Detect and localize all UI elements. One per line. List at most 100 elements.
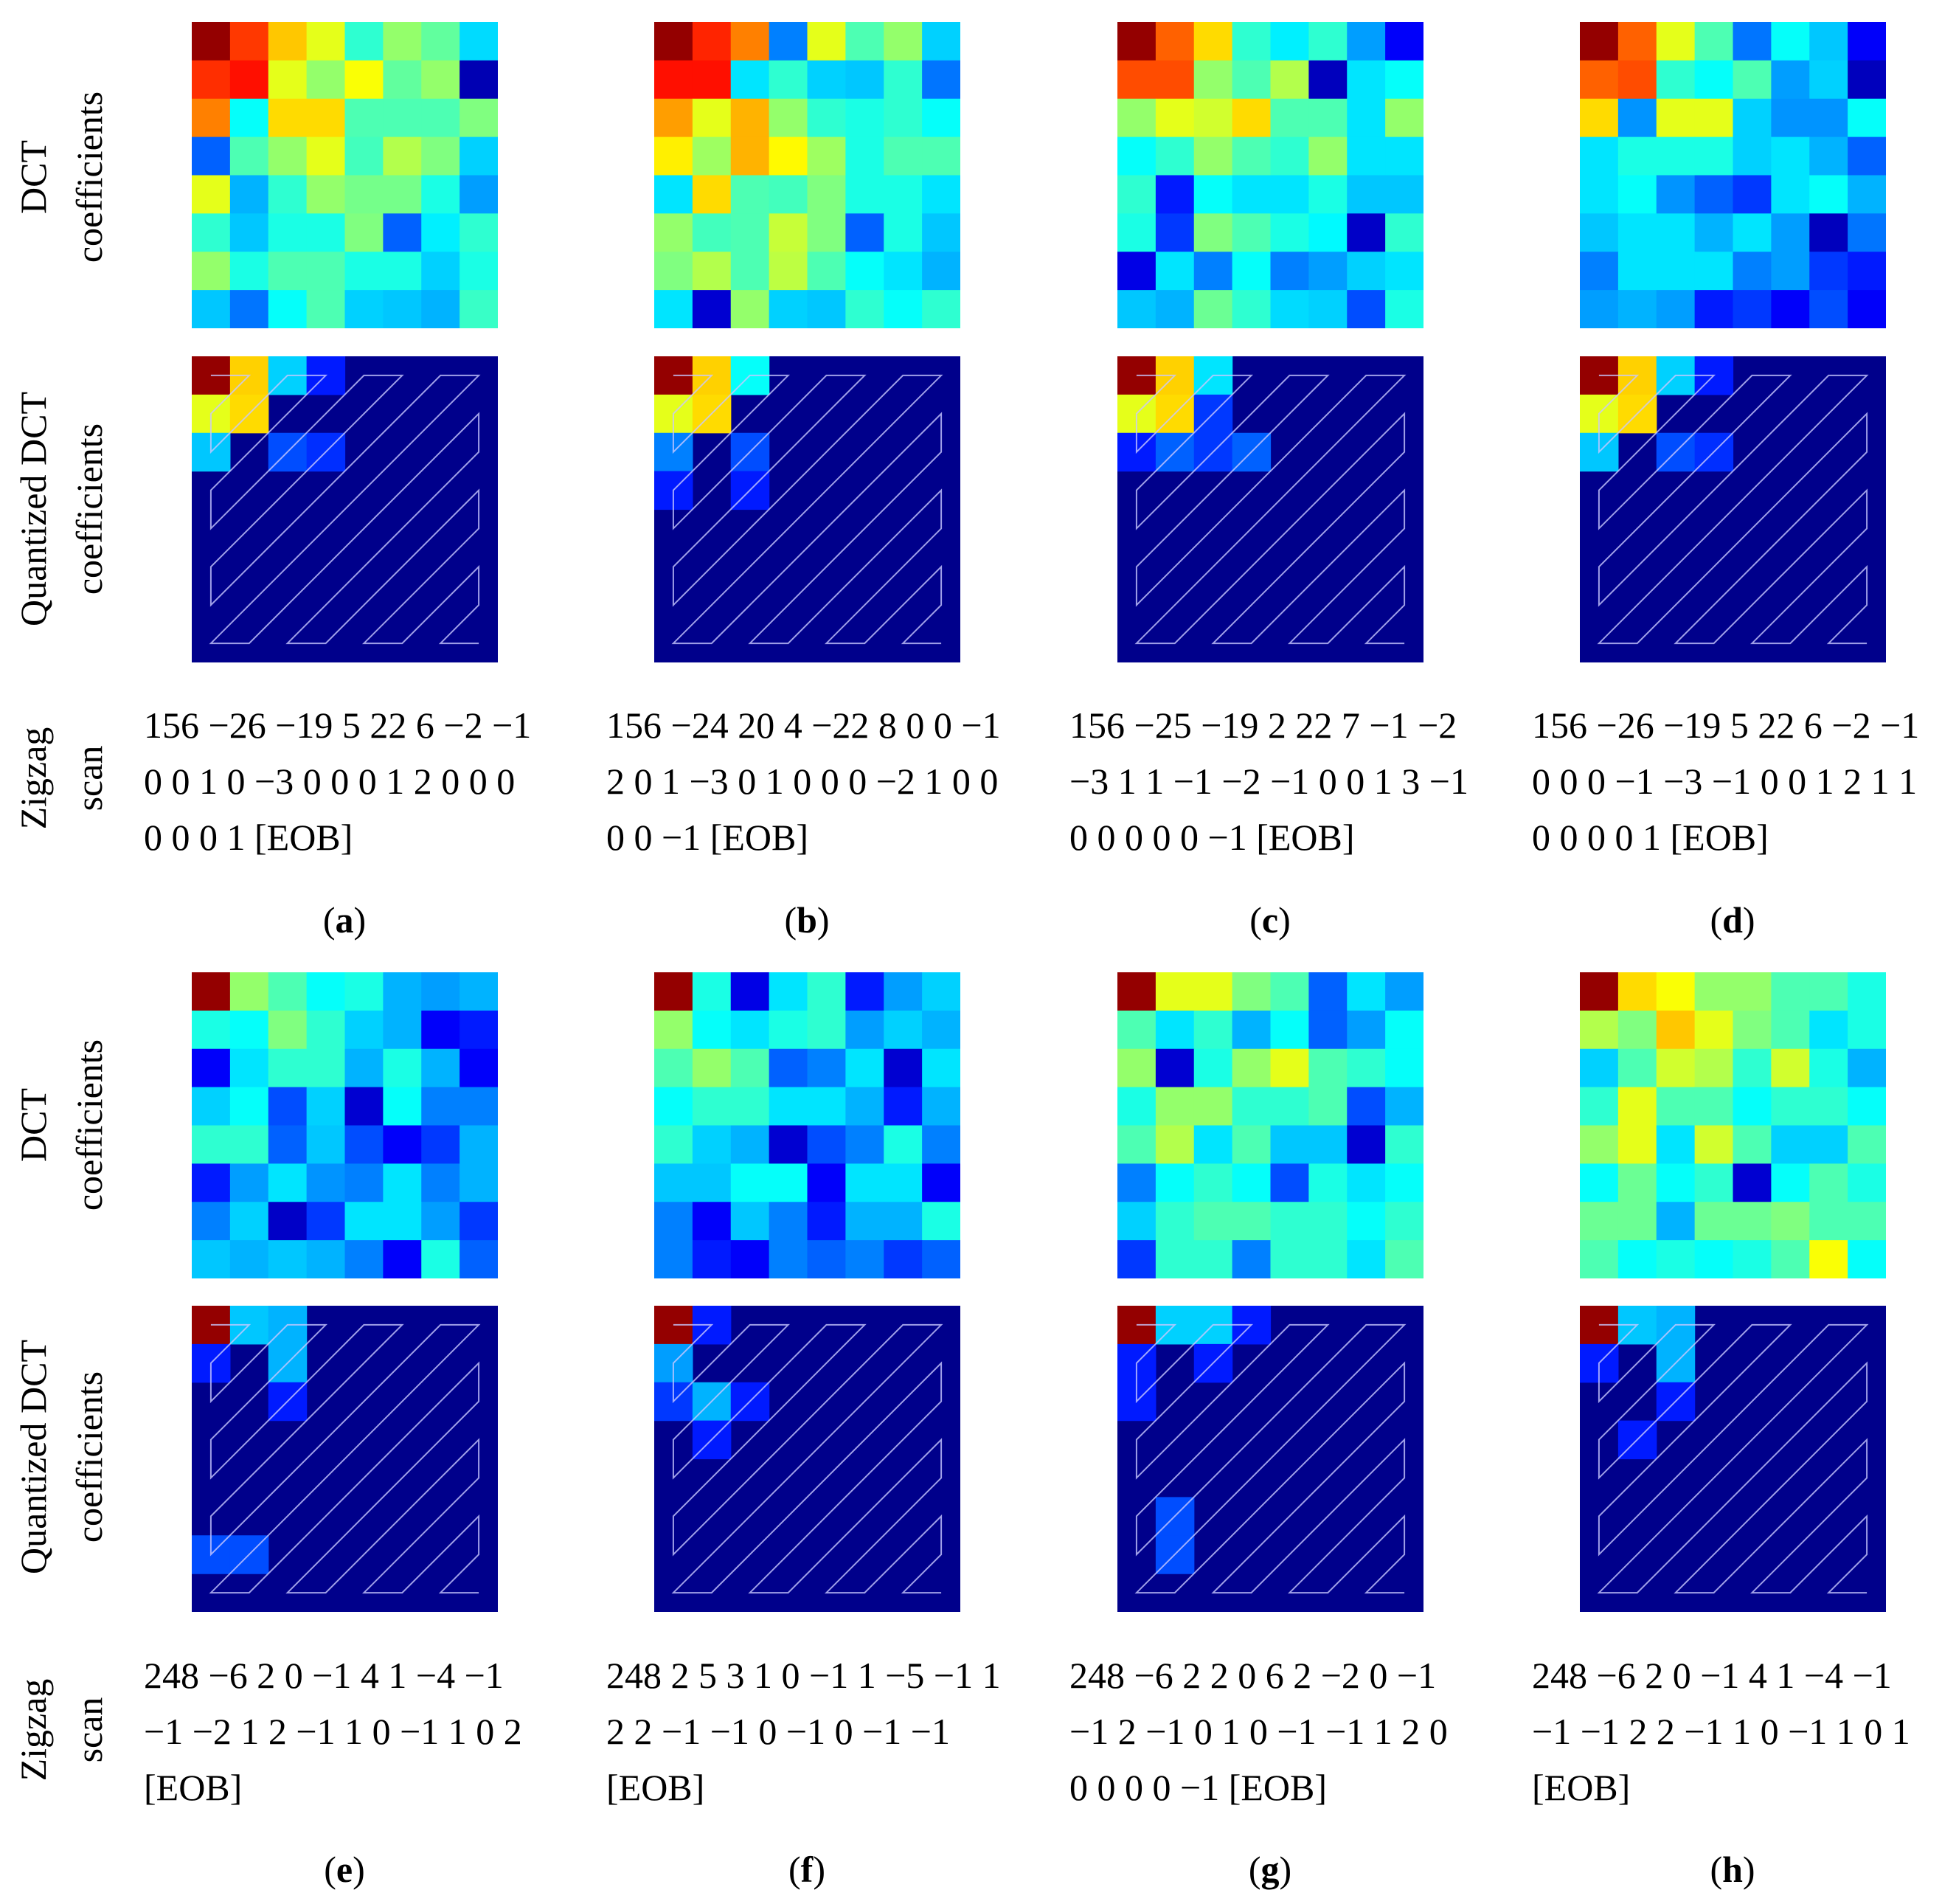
dct-cell xyxy=(730,1010,770,1050)
dct-cell xyxy=(1617,1202,1657,1241)
dct-cell xyxy=(922,252,960,291)
dct-cell xyxy=(1270,175,1309,214)
dct-cell xyxy=(421,22,460,61)
quantized-heatmap-f xyxy=(654,1306,960,1612)
dct-cell xyxy=(1155,252,1195,291)
dct-cell xyxy=(460,175,498,214)
dct-cell xyxy=(807,1048,846,1088)
dct-cell xyxy=(654,290,693,328)
dct-cell xyxy=(1347,252,1386,291)
dct-cell xyxy=(1771,972,1810,1011)
dct-cell xyxy=(1270,1125,1309,1164)
dct-cell xyxy=(1308,252,1348,291)
dct-cell xyxy=(654,175,693,214)
zigzag-line: 248 −6 2 0 −1 4 1 −4 −1 xyxy=(144,1655,504,1696)
zigzag-path xyxy=(209,1323,481,1594)
dct-cell xyxy=(1809,60,1848,100)
dct-cell xyxy=(1270,1010,1309,1050)
dct-cell xyxy=(807,136,846,176)
dct-cell xyxy=(344,213,384,252)
quantized-heatmap-c xyxy=(1117,356,1423,662)
dct-cell xyxy=(1694,213,1734,252)
dct-cell xyxy=(460,1125,498,1164)
dct-cell xyxy=(1270,290,1309,328)
zigzag-path xyxy=(671,1323,943,1594)
dct-cell xyxy=(1117,1048,1156,1088)
dct-cell xyxy=(807,60,846,100)
dct-cell xyxy=(1809,1010,1848,1050)
dct-cell xyxy=(922,290,960,328)
dct-cell xyxy=(1193,22,1233,61)
dct-cell xyxy=(268,252,308,291)
dct-cell xyxy=(884,175,923,214)
dct-cell xyxy=(1308,175,1348,214)
dct-cell xyxy=(192,1163,231,1202)
dct-cell xyxy=(730,290,770,328)
dct-cell xyxy=(807,98,846,138)
dct-cell xyxy=(884,213,923,252)
dct-cell xyxy=(1385,1048,1423,1088)
dct-cell xyxy=(922,1010,960,1050)
dct-cell xyxy=(845,252,884,291)
dct-cell xyxy=(1193,213,1233,252)
dct-cell xyxy=(192,22,231,61)
dct-cell xyxy=(769,98,808,138)
dct-cell xyxy=(1270,98,1309,138)
dct-cell xyxy=(460,213,498,252)
dct-cell xyxy=(1193,175,1233,214)
dct-cell xyxy=(383,175,422,214)
dct-cell xyxy=(1733,1202,1772,1241)
dct-cell xyxy=(1347,1048,1386,1088)
dct-cell xyxy=(1193,1163,1233,1202)
dct-cell xyxy=(229,1010,269,1050)
dct-cell xyxy=(807,290,846,328)
dct-cell xyxy=(1617,98,1657,138)
dct-cell xyxy=(306,1125,346,1164)
dct-cell xyxy=(1117,1087,1156,1126)
dct-cell xyxy=(229,175,269,214)
zigzag-path xyxy=(671,374,943,645)
dct-cell xyxy=(1193,60,1233,100)
dct-cell xyxy=(1733,60,1772,100)
dct-cell xyxy=(1232,1240,1272,1278)
dct-cell xyxy=(460,1048,498,1088)
dct-cell xyxy=(1232,22,1272,61)
dct-cell xyxy=(1848,1087,1886,1126)
dct-cell xyxy=(1771,1010,1810,1050)
dct-heatmap-b xyxy=(654,22,960,328)
dct-cell xyxy=(192,175,231,214)
dct-cell xyxy=(1232,136,1272,176)
dct-cell xyxy=(1232,213,1272,252)
dct-cell xyxy=(1308,1048,1348,1088)
dct-cell xyxy=(306,1010,346,1050)
dct-cell xyxy=(344,175,384,214)
zigzag-line: [EOB] xyxy=(606,1767,705,1808)
row-label-zigzag-top: Zigzag scan xyxy=(5,727,117,830)
quantized-heatmap-a xyxy=(192,356,498,662)
dct-cell xyxy=(306,22,346,61)
row-label-quantized-bottom: Quantized DCT coefficients xyxy=(5,1340,117,1574)
zigzag-line: 248 −6 2 2 0 6 2 −2 0 −1 xyxy=(1069,1655,1437,1696)
dct-cell xyxy=(884,22,923,61)
dct-cell xyxy=(1656,1202,1696,1241)
dct-cell xyxy=(807,213,846,252)
dct-cell xyxy=(1385,136,1423,176)
dct-cell xyxy=(1580,175,1619,214)
dct-cell xyxy=(1771,1087,1810,1126)
dct-cell xyxy=(1155,60,1195,100)
dct-cell xyxy=(1771,136,1810,176)
dct-cell xyxy=(807,252,846,291)
dct-cell xyxy=(1308,1125,1348,1164)
zigzag-scan-f: 248 2 5 3 1 0 −1 1 −5 −1 1 2 2 −1 −1 0 −… xyxy=(606,1647,1001,1815)
panel-letter: e xyxy=(336,1849,353,1890)
dct-cell xyxy=(1193,98,1233,138)
dct-cell xyxy=(769,136,808,176)
dct-cell xyxy=(1193,1087,1233,1126)
dct-cell xyxy=(344,60,384,100)
row-label-line: Quantized DCT xyxy=(13,392,54,626)
dct-cell xyxy=(1155,1202,1195,1241)
dct-cell xyxy=(383,136,422,176)
dct-heatmap-d xyxy=(1580,22,1886,328)
dct-cell xyxy=(1809,175,1848,214)
dct-cell xyxy=(421,1240,460,1278)
